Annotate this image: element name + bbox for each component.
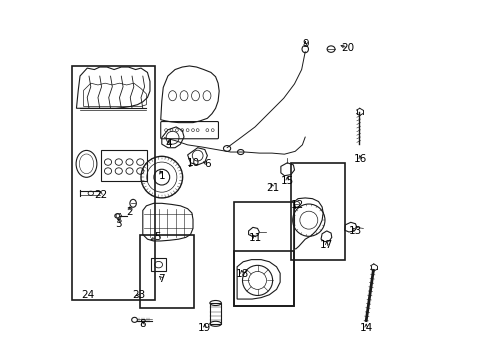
Bar	[234, 251, 294, 306]
Text: 20: 20	[342, 43, 355, 53]
Text: 12: 12	[291, 200, 304, 210]
Text: 16: 16	[354, 154, 367, 164]
Text: 3: 3	[116, 219, 122, 229]
Bar	[151, 258, 166, 271]
Text: 24: 24	[81, 291, 95, 301]
Text: 22: 22	[94, 190, 107, 200]
Bar	[140, 234, 194, 309]
Text: 7: 7	[158, 274, 165, 284]
Bar	[234, 202, 294, 306]
Bar	[210, 303, 221, 324]
Bar	[101, 150, 147, 181]
Bar	[291, 163, 344, 260]
Text: 15: 15	[281, 176, 294, 186]
Text: 9: 9	[302, 40, 309, 49]
Text: 11: 11	[248, 233, 262, 243]
Text: 2: 2	[126, 207, 133, 217]
Text: 23: 23	[133, 291, 146, 301]
Text: 4: 4	[166, 139, 172, 149]
Text: 18: 18	[236, 269, 249, 279]
Text: 5: 5	[154, 232, 160, 242]
Text: 21: 21	[267, 183, 280, 193]
Text: 8: 8	[140, 319, 146, 329]
Text: 17: 17	[320, 240, 333, 250]
Text: 1: 1	[158, 171, 165, 181]
Text: 6: 6	[204, 159, 211, 169]
Text: 10: 10	[186, 158, 199, 168]
Text: 14: 14	[360, 323, 373, 333]
Text: 19: 19	[198, 323, 212, 333]
Bar	[72, 66, 155, 300]
Text: 13: 13	[349, 226, 362, 236]
